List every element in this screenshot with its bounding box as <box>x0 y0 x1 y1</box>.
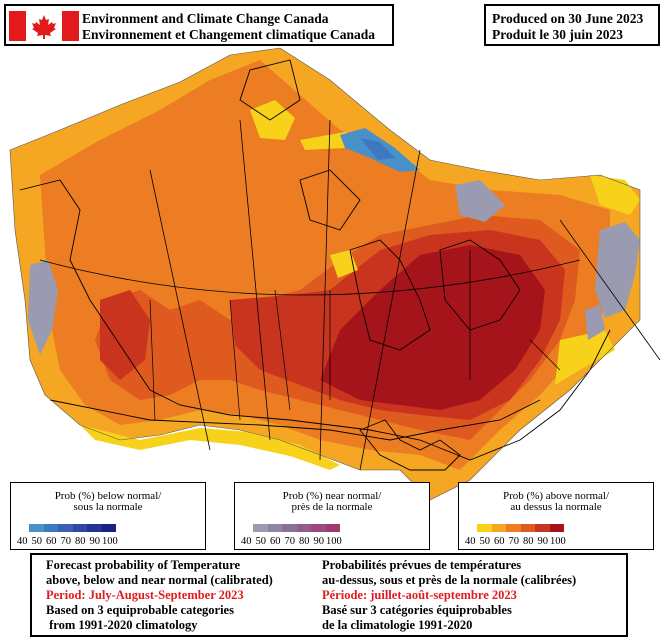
legend-near-swatch-0 <box>253 524 268 532</box>
legend-below-swatch-0 <box>29 524 44 532</box>
legend-below-swatch-5 <box>101 524 116 532</box>
footer-french: Probabilités prévues de températures au-… <box>322 558 576 633</box>
legend-near-swatch-2 <box>282 524 297 532</box>
legend-below-swatch-2 <box>58 524 73 532</box>
legend-above-title-fr: au dessus la normale <box>510 501 602 513</box>
prob-zone-near-40-bc <box>28 260 58 355</box>
footer-en-line2: above, below and near normal (calibrated… <box>46 573 273 587</box>
produced-date-fr: Produit le 30 juin 2023 <box>492 27 624 42</box>
legend-near-normal: Prob (%) near normal/ près de la normale… <box>234 482 430 550</box>
footer-fr-line4: Basé sur 3 catégories équiprobables <box>322 603 512 617</box>
produced-date-en: Produced on 30 June 2023 <box>492 11 644 26</box>
legend-below-tick-5: 90 <box>89 536 101 547</box>
legend-near-title-fr: près de la normale <box>291 501 373 513</box>
legend-near-title-en: Prob (%) near normal/ <box>282 490 382 502</box>
agency-name-fr: Environnement et Changement climatique C… <box>82 27 376 42</box>
legend-below-tick-3: 70 <box>60 536 72 547</box>
legend-above-tick-1: 50 <box>479 536 491 547</box>
footer-fr-line5: de la climatologie 1991-2020 <box>322 618 473 632</box>
legend-near-tick-2: 60 <box>270 536 281 547</box>
latitude-line <box>39 259 581 296</box>
legend-above-swatch-5 <box>549 524 564 532</box>
footer-description: Forecast probability of Temperature abov… <box>30 553 628 637</box>
footer-en-line5: from 1991-2020 climatology <box>46 618 198 632</box>
footer-en-period: Period: July-August-September 2023 <box>46 588 244 602</box>
legend-below-tick-0: 40 <box>17 536 28 547</box>
domain-outline <box>9 47 641 501</box>
legend-near-swatch-3 <box>296 524 311 532</box>
legend-above-tick-4: 80 <box>523 536 534 547</box>
great-lakes <box>359 419 461 471</box>
prob-zone-above-40-arctic <box>250 100 370 278</box>
legend-near-tick-1: 50 <box>255 536 267 547</box>
legend-near-tick-3: 70 <box>284 536 296 547</box>
prob-zone-above-90 <box>320 245 545 410</box>
legend-above-tick-5: 90 <box>537 536 549 547</box>
legend-below-swatch-4 <box>87 524 102 532</box>
prob-zone-near-40-newfoundland <box>585 222 640 340</box>
legend-near-swatch-4 <box>311 524 326 532</box>
footer-fr-line1: Probabilités prévues de températures <box>322 558 522 572</box>
produced-date-box: Produced on 30 June 2023 Produit le 30 j… <box>484 4 660 46</box>
legend-below-title-en: Prob (%) below normal/ <box>54 490 162 502</box>
legend-above-swatch-0 <box>477 524 492 532</box>
footer-fr-line2: au-dessus, sous et près de la normale (c… <box>322 573 577 587</box>
legend-above-tick-6: 100 <box>550 536 566 547</box>
legend-below-normal: Prob (%) below normal/ sous la normale 4… <box>10 482 206 550</box>
longitude-line <box>149 119 661 471</box>
legend-above-swatch-2 <box>506 524 521 532</box>
footer-en-line1: Forecast probability of Temperature <box>46 558 241 572</box>
legend-below-swatch-3 <box>72 524 87 532</box>
legend-below-ticks: 40 50 60 70 80 90 100 <box>15 536 118 547</box>
legend-near-colorbar <box>253 524 340 532</box>
legend-above-tick-2: 60 <box>494 536 505 547</box>
legend-near-tick-4: 80 <box>299 536 310 547</box>
legend-near-tick-0: 40 <box>241 536 252 547</box>
prob-zone-below-50-hudson <box>360 138 395 160</box>
legend-near-ticks: 40 50 60 70 80 90 100 <box>239 536 342 547</box>
legend-above-swatch-1 <box>491 524 506 532</box>
legend-below-tick-1: 50 <box>31 536 43 547</box>
us-border <box>49 399 541 441</box>
legend-above-tick-3: 70 <box>508 536 520 547</box>
legend-near-tick-6: 100 <box>326 536 342 547</box>
legend-above-colorbar <box>477 524 564 532</box>
legend-below-colorbar <box>29 524 116 532</box>
legend-below-swatch-1 <box>43 524 58 532</box>
canada-flag-icon <box>9 11 79 41</box>
prob-zone-above-40-south <box>80 425 340 470</box>
agency-header: Environment and Climate Change Canada En… <box>4 4 394 46</box>
prob-zone-above-40-east <box>555 175 640 385</box>
agency-name-en: Environment and Climate Change Canada <box>82 11 329 26</box>
legend-near-tick-5: 90 <box>313 536 325 547</box>
provincial-borders <box>149 250 561 421</box>
legend-above-swatch-3 <box>520 524 535 532</box>
legend-below-title-fr: sous la normale <box>73 501 143 513</box>
legend-above-swatch-4 <box>535 524 550 532</box>
legend-below-tick-4: 80 <box>75 536 86 547</box>
legend-above-tick-0: 40 <box>465 536 476 547</box>
footer-english: Forecast probability of Temperature abov… <box>46 558 273 633</box>
legend-below-tick-6: 100 <box>102 536 118 547</box>
legend-above-ticks: 40 50 60 70 80 90 100 <box>463 536 566 547</box>
legend-near-swatch-1 <box>267 524 282 532</box>
footer-en-line4: Based on 3 equiprobable categories <box>46 603 234 617</box>
coastline <box>19 59 611 461</box>
footer-fr-period: Période: juillet-août-septembre 2023 <box>322 588 517 602</box>
legend-above-title-en: Prob (%) above normal/ <box>503 490 609 502</box>
legend-above-normal: Prob (%) above normal/ au dessus la norm… <box>458 482 654 550</box>
legend-near-swatch-5 <box>325 524 340 532</box>
legend-below-tick-2: 60 <box>46 536 57 547</box>
prob-zone-near-40-labrador <box>455 180 505 222</box>
